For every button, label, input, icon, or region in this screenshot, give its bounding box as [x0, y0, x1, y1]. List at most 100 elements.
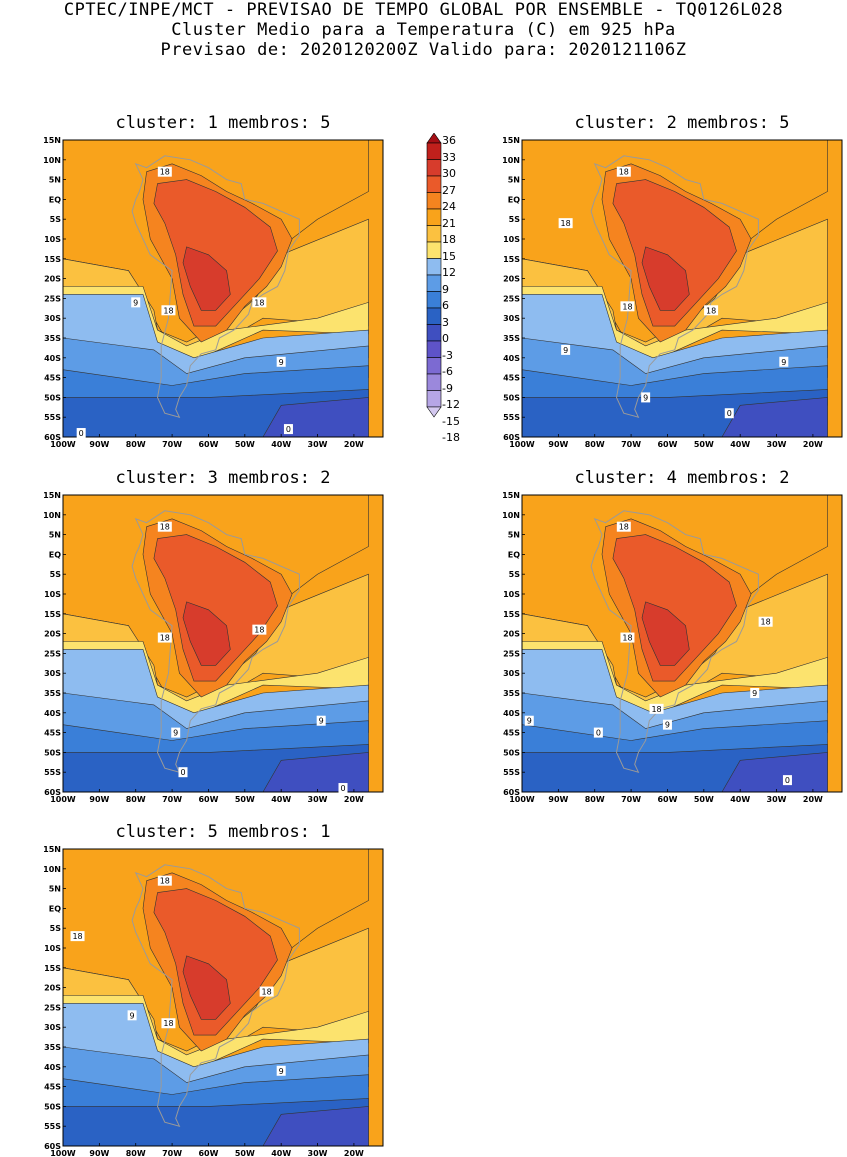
contour-label-box	[283, 424, 293, 435]
contour-label: 18	[262, 988, 272, 997]
lat-tick-label: 15S	[503, 610, 520, 619]
lat-tick-label: EQ	[49, 904, 61, 913]
contour-label-box	[750, 688, 760, 698]
coastline	[131, 510, 300, 773]
lon-tick-label: 80W	[126, 795, 146, 804]
lon-tick-label: 30W	[767, 440, 787, 449]
lat-tick-label: 10S	[44, 590, 61, 599]
lon-tick-label: 90W	[89, 795, 109, 804]
figure-title-line1: CPTEC/INPE/MCT - PREVISAO DE TEMPO GLOBA…	[63, 0, 784, 20]
lat-tick-label: 25S	[44, 1003, 61, 1012]
colorbar-swatch	[426, 307, 442, 325]
contour-label-box	[641, 392, 651, 403]
lat-tick-label: 55S	[44, 1122, 61, 1131]
map-field	[62, 494, 383, 793]
lat-tick-label: 15S	[44, 255, 61, 264]
lon-tick-label: 70W	[621, 440, 641, 449]
lon-tick-label: 100W	[50, 1149, 76, 1157]
contour-label-box	[561, 344, 571, 355]
temperature-band	[612, 534, 737, 682]
colorbar-level-label: 21	[442, 216, 456, 230]
contour-label: 18	[622, 634, 632, 643]
lat-tick-label: 5N	[49, 885, 61, 894]
contour-label: 18	[761, 618, 771, 627]
contour-label-box	[157, 875, 172, 886]
contour-label: 0	[596, 729, 601, 738]
lat-tick-label: 35S	[44, 689, 61, 698]
colorbar-level-label: 3	[442, 315, 449, 329]
lat-tick-label: 15N	[43, 491, 61, 500]
lat-tick-label: 45S	[44, 729, 61, 738]
contour-label-box	[70, 931, 85, 942]
panel-title-4: cluster: 4 membros: 2	[574, 468, 790, 488]
map-field	[521, 494, 842, 793]
lon-tick-label: 100W	[50, 795, 76, 804]
lat-tick-label: 5N	[49, 176, 61, 185]
coastline	[131, 155, 300, 418]
contour-label: 9	[173, 729, 178, 738]
map-frame	[62, 139, 384, 438]
lat-tick-label: 45S	[503, 374, 520, 383]
lat-tick-label: 35S	[44, 1043, 61, 1052]
lat-tick-label: 20S	[503, 630, 520, 639]
contour-label-box	[616, 166, 631, 177]
colorbar-swatch	[426, 192, 442, 210]
lat-tick-label: 10N	[43, 865, 61, 874]
lat-tick-label: 40S	[503, 354, 520, 363]
map-frame	[521, 139, 843, 438]
lat-tick-label: 50S	[503, 393, 520, 402]
colorbar-level-label: 6	[442, 299, 449, 312]
lat-tick-label: 25S	[503, 649, 520, 658]
map-frame	[62, 848, 384, 1147]
lat-tick-label: 60S	[503, 433, 520, 442]
coastline	[590, 510, 759, 773]
lat-tick-label: 20S	[44, 984, 61, 993]
colorbar-level-label: 9	[442, 282, 449, 296]
colorbar-swatch	[426, 175, 442, 193]
lat-tick-label: 15N	[502, 491, 520, 500]
lon-tick-label: 80W	[126, 440, 146, 449]
lon-tick-label: 20W	[803, 440, 823, 449]
lat-tick-label: 55S	[503, 413, 520, 422]
contour-label-box	[558, 218, 573, 229]
lat-tick-label: 30S	[44, 314, 61, 323]
colorbar-level-label: 33	[442, 150, 456, 164]
temperature-band	[153, 888, 278, 1036]
colorbar-level-label: -15	[442, 414, 460, 428]
lon-tick-label: 50W	[235, 440, 255, 449]
temperature-band	[182, 246, 231, 311]
lat-tick-label: 40S	[44, 1063, 61, 1072]
lon-tick-label: 20W	[803, 795, 823, 804]
colorbar-swatch	[426, 241, 442, 259]
colorbar-swatch	[426, 291, 442, 309]
lat-tick-label: 60S	[44, 433, 61, 442]
lon-tick-label: 20W	[344, 1149, 364, 1157]
map-frame	[521, 494, 843, 793]
colorbar-swatch	[426, 274, 442, 292]
colorbar-level-label: -6	[442, 365, 453, 378]
contour-label: 0	[727, 409, 732, 418]
contour-label: 18	[160, 877, 170, 886]
colorbar-level-label: 15	[442, 249, 456, 263]
colorbar-swatch	[426, 357, 442, 375]
temperature-band	[153, 534, 278, 682]
lon-tick-label: 90W	[89, 440, 109, 449]
lon-tick-label: 60W	[198, 795, 218, 804]
contour-label-box	[252, 624, 267, 635]
contour-label: 0	[286, 425, 291, 434]
coastline	[590, 155, 759, 418]
lat-tick-label: 30S	[503, 669, 520, 678]
contour-label-box	[524, 715, 534, 726]
lon-tick-label: 80W	[126, 1149, 146, 1157]
contour-label: 18	[72, 932, 82, 941]
contour-label: 9	[319, 717, 324, 726]
contour-label-box	[131, 297, 141, 308]
lon-tick-label: 40W	[271, 440, 291, 449]
panel-title-5: cluster: 5 membros: 1	[115, 822, 331, 842]
colorbar-level-label: -18	[442, 431, 460, 444]
lat-tick-label: EQ	[49, 195, 61, 204]
lat-tick-label: 50S	[44, 1102, 61, 1111]
lat-tick-label: 20S	[503, 275, 520, 284]
lat-tick-label: 20S	[44, 630, 61, 639]
lon-tick-label: 70W	[162, 795, 182, 804]
